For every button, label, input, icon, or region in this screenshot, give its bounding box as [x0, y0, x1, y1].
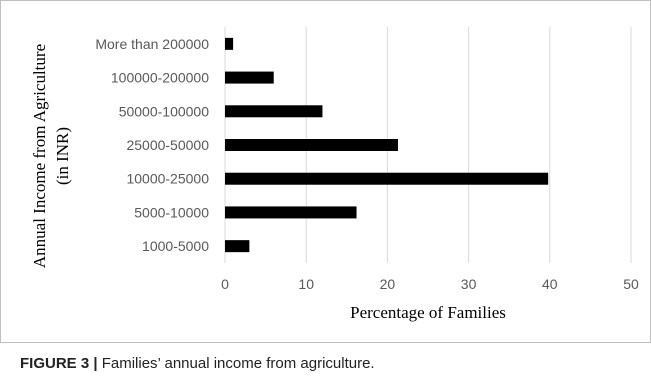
- bar-3: [225, 139, 398, 151]
- category-label: 50000-100000: [119, 103, 210, 119]
- x-tick-label: 50: [623, 276, 639, 292]
- y-axis-title-line-2: (in INR): [53, 127, 72, 185]
- category-label: 5000-10000: [134, 204, 209, 220]
- category-labels: More than 200000 100000-200000 50000-10000…: [95, 36, 209, 254]
- figure-frame: More than 200000 100000-200000 50000-10000…: [0, 0, 651, 343]
- bar-6: [225, 240, 250, 253]
- category-label: 100000-200000: [111, 70, 209, 86]
- bar-5: [225, 206, 357, 219]
- x-tick-label: 20: [380, 276, 396, 292]
- figure-caption-label: FIGURE 3 |: [20, 355, 98, 372]
- y-axis-title-line-1: Annual Income from Agriculture: [30, 44, 49, 268]
- bar-2: [225, 105, 323, 118]
- bar-4: [225, 172, 549, 185]
- bar-chart: More than 200000 100000-200000 50000-10000…: [30, 27, 639, 322]
- category-label: More than 200000: [95, 36, 209, 52]
- bar-1: [225, 71, 274, 84]
- bar-0: [225, 37, 234, 50]
- x-tick-label: 40: [542, 276, 558, 292]
- figure-caption-text: Families’ annual income from agriculture…: [97, 355, 375, 372]
- figure-caption: FIGURE 3 | Families’ annual income from …: [20, 355, 375, 372]
- category-label: 1000-5000: [142, 238, 209, 254]
- category-label: 25000-50000: [126, 137, 209, 153]
- x-axis-title: Percentage of Families: [350, 303, 506, 322]
- x-tick-label: 30: [461, 276, 477, 292]
- y-axis-title: Annual Income from Agriculture (in INR): [30, 44, 72, 268]
- x-tick-label: 10: [298, 276, 314, 292]
- x-tick-label: 0: [221, 276, 229, 292]
- category-label: 10000-25000: [126, 171, 209, 187]
- bars: [225, 37, 549, 253]
- x-tick-labels: 0 10 20 30 40 50: [221, 276, 639, 292]
